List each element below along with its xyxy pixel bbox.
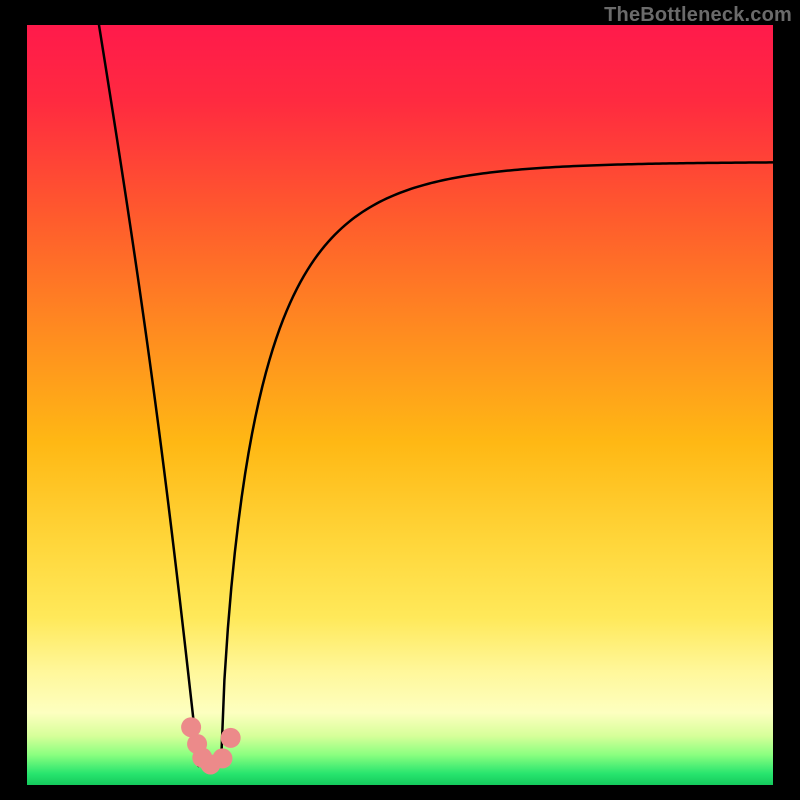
bottleneck-chart-svg	[0, 0, 800, 800]
chart-stage: TheBottleneck.com	[0, 0, 800, 800]
valley-marker	[212, 748, 232, 768]
plot-background	[27, 25, 773, 785]
watermark-text: TheBottleneck.com	[604, 4, 792, 27]
valley-marker	[221, 728, 241, 748]
